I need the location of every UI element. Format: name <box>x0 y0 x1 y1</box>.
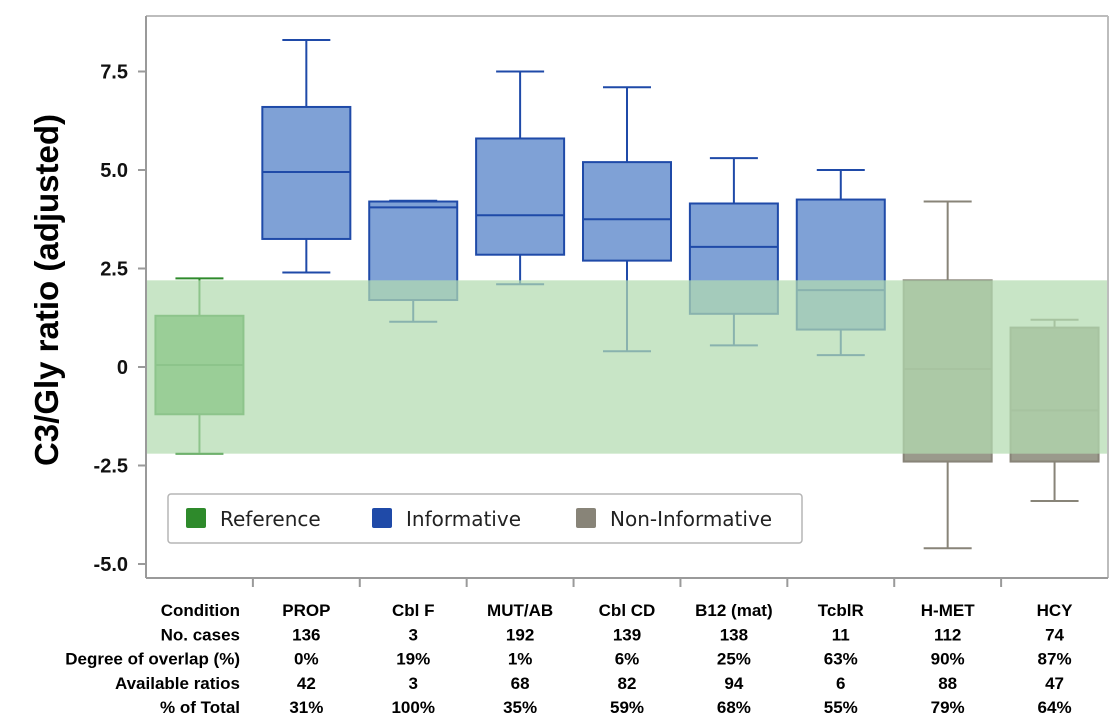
table-cell: 74 <box>1045 625 1064 644</box>
table-row-header: No. cases <box>161 625 240 644</box>
table-cell: 1% <box>508 650 533 669</box>
y-tick-label: 5.0 <box>100 160 128 182</box>
y-tick-label: 2.5 <box>100 259 128 281</box>
axes-layer <box>145 15 1109 579</box>
table-cell: 82 <box>618 674 637 693</box>
legend-swatch-reference <box>186 508 206 528</box>
y-tick-label: -2.5 <box>94 456 128 478</box>
table-cell: 59% <box>610 698 644 717</box>
legend-frame <box>167 493 803 544</box>
box-1 <box>261 38 352 274</box>
box-iqr <box>582 161 672 262</box>
y-axis-label: C3/Gly ratio (adjusted) <box>28 114 65 466</box>
table-cell: 63% <box>824 650 858 669</box>
legend: Reference Informative Non-Informative <box>167 493 803 544</box>
table-cell: 42 <box>297 674 316 693</box>
table-cell: 64% <box>1038 698 1072 717</box>
x-ticks-layer <box>251 578 1003 587</box>
table-cell: 68% <box>717 698 751 717</box>
table-cell: Cbl CD <box>599 601 656 620</box>
table-cell: 87% <box>1038 650 1072 669</box>
table-row-header: Degree of overlap (%) <box>65 650 240 669</box>
box-3 <box>475 70 566 286</box>
table-cell: H-MET <box>921 601 975 620</box>
table-cell: 11 <box>832 625 850 644</box>
legend-label-informative: Informative <box>406 507 521 531</box>
table-cell: PROP <box>282 601 330 620</box>
table-cell: 112 <box>934 625 961 644</box>
y-tick-label: 7.5 <box>100 62 128 84</box>
table-cell: Cbl F <box>392 601 435 620</box>
table-cell: 3 <box>408 674 417 693</box>
table-cell: 35% <box>503 698 537 717</box>
table-cell: 55% <box>824 698 858 717</box>
table-cell: 6% <box>615 650 640 669</box>
table-cell: 25% <box>717 650 751 669</box>
table-cell: 88 <box>938 674 957 693</box>
box-iqr <box>475 137 566 256</box>
table-cell: B12 (mat) <box>695 601 772 620</box>
table-cell: 6 <box>836 674 845 693</box>
legend-label-reference: Reference <box>220 507 321 531</box>
y-tick-label: -5.0 <box>94 554 128 576</box>
table-cell: 138 <box>720 625 748 644</box>
y-tick-label: 0 <box>117 357 128 379</box>
table-cell: 139 <box>613 625 641 644</box>
table-row-header: Condition <box>161 601 240 620</box>
table-cell: 192 <box>506 625 534 644</box>
legend-swatch-non-informative <box>576 508 596 528</box>
table-cell: MUT/AB <box>487 601 553 620</box>
table-cell: 100% <box>391 698 434 717</box>
summary-table: Condition PROP Cbl F MUT/AB Cbl CD B12 (mat) T… <box>65 601 1073 717</box>
table-cell: 0% <box>294 650 319 669</box>
table-cell: 47 <box>1045 674 1064 693</box>
table-cell: 19% <box>396 650 430 669</box>
table-row-header: % of Total <box>160 698 240 717</box>
table-cell: HCY <box>1037 601 1074 620</box>
table-cell: 3 <box>408 625 417 644</box>
table-cell: 68 <box>511 674 530 693</box>
table-cell: 31% <box>289 698 323 717</box>
reference-range-band <box>147 280 1108 454</box>
table-cell: 79% <box>931 698 965 717</box>
legend-swatch-informative <box>372 508 392 528</box>
table-cell: TcblR <box>818 601 864 620</box>
table-cell: 90% <box>931 650 965 669</box>
boxes-layer <box>147 38 1108 550</box>
legend-label-non-informative: Non-Informative <box>610 507 772 531</box>
table-cell: 136 <box>292 625 320 644</box>
table-cell: 94 <box>724 674 743 693</box>
box-4 <box>582 86 672 353</box>
y-ticks-layer: 7.5 5.0 2.5 0 -2.5 -5.0 <box>94 62 146 576</box>
table-row-header: Available ratios <box>115 674 240 693</box>
